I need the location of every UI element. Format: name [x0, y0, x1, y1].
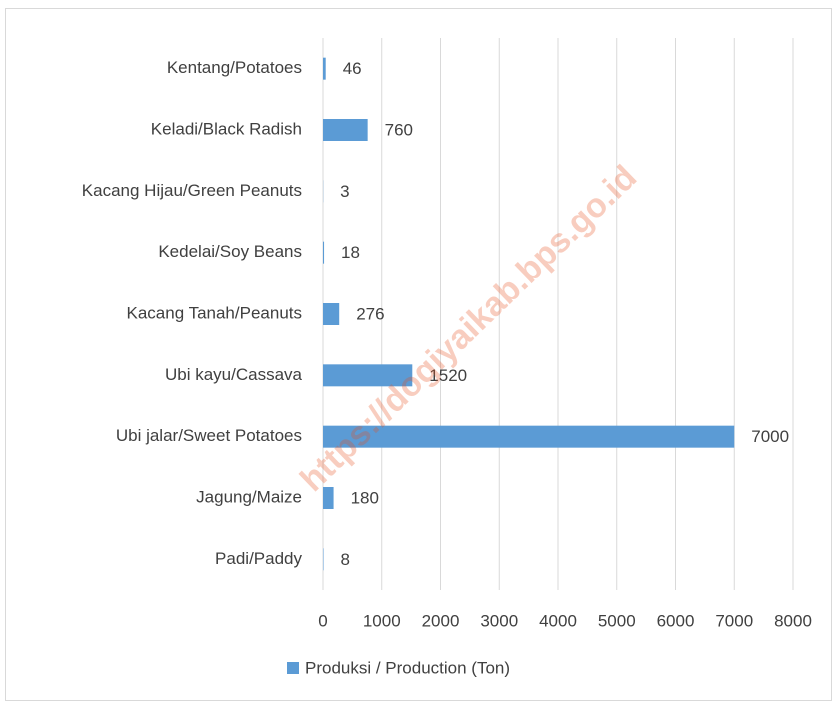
data-label: 3 — [340, 182, 349, 201]
bar — [323, 119, 368, 141]
bar — [323, 57, 326, 80]
y-tick-label: Jagung/Maize — [196, 487, 302, 506]
x-tick-label: 3000 — [480, 611, 518, 630]
x-tick-label: 6000 — [657, 611, 695, 630]
legend-label: Produksi / Production (Ton) — [305, 658, 510, 677]
bar — [323, 241, 325, 264]
x-tick-label: 4000 — [539, 611, 577, 630]
y-tick-label: Kentang/Potatoes — [167, 58, 302, 77]
data-label: 1520 — [429, 366, 467, 385]
data-label: 7000 — [751, 427, 789, 446]
y-tick-label: Ubi kayu/Cassava — [165, 365, 303, 384]
data-label: 18 — [341, 243, 360, 262]
bar — [323, 425, 735, 448]
bar — [323, 487, 334, 509]
bar — [323, 303, 340, 325]
y-tick-label: Padi/Paddy — [215, 549, 302, 568]
data-label: 760 — [385, 120, 413, 139]
data-label: 8 — [340, 550, 349, 569]
data-label: 276 — [356, 304, 384, 323]
legend-swatch — [287, 662, 299, 674]
data-label: 180 — [351, 488, 379, 507]
chart-border — [5, 8, 832, 701]
y-tick-label: Kacang Tanah/Peanuts — [127, 303, 303, 322]
bar — [323, 364, 413, 387]
x-tick-label: 2000 — [422, 611, 460, 630]
y-tick-label: Kedelai/Soy Beans — [158, 242, 302, 261]
y-tick-label: Ubi jalar/Sweet Potatoes — [116, 426, 302, 445]
x-tick-label: 0 — [318, 611, 327, 630]
x-tick-label: 5000 — [598, 611, 636, 630]
x-tick-label: 7000 — [715, 611, 753, 630]
y-tick-label: Kacang Hijau/Green Peanuts — [82, 181, 302, 200]
x-tick-label: 8000 — [774, 611, 812, 630]
data-label: 46 — [343, 59, 362, 78]
y-tick-label: Keladi/Black Radish — [151, 119, 302, 138]
x-tick-label: 1000 — [363, 611, 401, 630]
